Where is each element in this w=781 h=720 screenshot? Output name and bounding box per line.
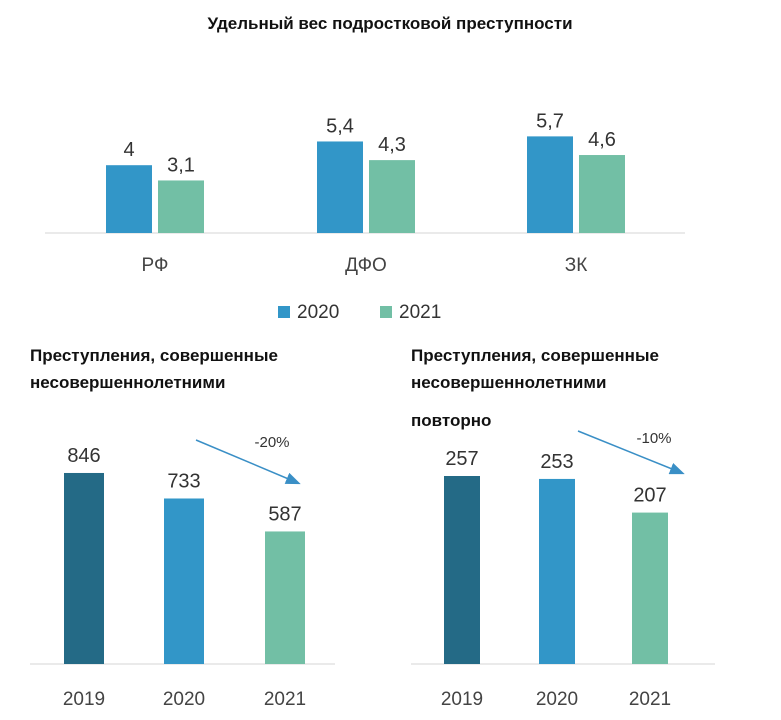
- chart1-title: Удельный вес подростковой преступности: [207, 14, 572, 33]
- chart1-legend: 2020 2021: [278, 302, 441, 323]
- chart3-data-label-2020: 253: [540, 451, 573, 473]
- legend-label-2021: 2021: [399, 302, 441, 323]
- chart2-trend-arrow: [195, 439, 301, 485]
- chart3-bar-2020: [539, 478, 575, 664]
- legend-label-2020: 2020: [297, 302, 339, 323]
- chart-juvenile-crimes: Преступления, совершенные несовершенноле…: [30, 346, 335, 710]
- data-label-2021-0: 3,1: [167, 154, 195, 176]
- chart2-title-line2: несовершеннолетними: [30, 373, 225, 392]
- chart3-trend-arrow: [577, 430, 685, 475]
- chart2-title-line1: Преступления, совершенные: [30, 346, 278, 365]
- category-label-1: ДФО: [345, 255, 387, 276]
- chart3-bar-2021: [632, 512, 668, 664]
- chart3-bar-2019: [444, 476, 480, 664]
- bar-2021-1: [369, 160, 415, 233]
- data-label-2021-2: 4,6: [588, 129, 616, 151]
- chart2-annotation: -20%: [254, 434, 289, 451]
- chart3-x-tick-2019: 2019: [441, 689, 483, 710]
- chart3-x-tick-2020: 2020: [536, 689, 578, 710]
- chart2-bar-2020: [164, 498, 204, 664]
- chart3-title-line3: повторно: [411, 411, 491, 430]
- data-label-2021-1: 4,3: [378, 134, 406, 156]
- bar-2021-0: [158, 180, 204, 233]
- chart2-data-label-2019: 846: [67, 445, 100, 467]
- bar-2020-2: [527, 136, 573, 233]
- chart2-data-label-2021: 587: [268, 503, 301, 525]
- data-label-2020-2: 5,7: [536, 110, 564, 132]
- chart2-x-tick-2021: 2021: [264, 689, 306, 710]
- chart2-bar-2019: [64, 472, 104, 664]
- chart2-x-tick-2019: 2019: [63, 689, 105, 710]
- legend-swatch-2020: [278, 306, 290, 318]
- chart1-category-labels: РФ ДФО ЗК: [142, 255, 588, 276]
- chart3-annotation: -10%: [636, 430, 671, 447]
- data-label-2020-0: 4: [123, 139, 134, 161]
- category-label-0: РФ: [142, 255, 169, 276]
- bar-2020-1: [317, 141, 363, 233]
- data-label-2020-1: 5,4: [326, 115, 354, 137]
- chart-share-teen-crime: Удельный вес подростковой преступности 4…: [45, 14, 685, 323]
- chart3-title-line1: Преступления, совершенные: [411, 346, 659, 365]
- chart3-data-label-2019: 257: [445, 448, 478, 470]
- chart2-x-tick-2020: 2020: [163, 689, 205, 710]
- chart3-x-tick-2021: 2021: [629, 689, 671, 710]
- chart3-data-label-2021: 207: [633, 485, 666, 507]
- bar-2020-0: [106, 165, 152, 233]
- chart2-bars: 846 2019 733 2020 587 2021: [63, 445, 306, 710]
- chart3-title-line2: несовершеннолетними: [411, 373, 606, 392]
- chart2-data-label-2020: 733: [167, 470, 200, 492]
- chart3-bars: 257 2019 253 2020 207 2021: [441, 448, 671, 710]
- chart1-bars: 4 3,1 5,4 4,3 5,7 4,6: [106, 110, 625, 233]
- chart-juvenile-repeat-crimes: Преступления, совершенные несовершенноле…: [411, 346, 715, 710]
- category-label-2: ЗК: [565, 255, 588, 276]
- bar-2021-2: [579, 155, 625, 233]
- chart2-bar-2021: [265, 531, 305, 664]
- legend-swatch-2021: [380, 306, 392, 318]
